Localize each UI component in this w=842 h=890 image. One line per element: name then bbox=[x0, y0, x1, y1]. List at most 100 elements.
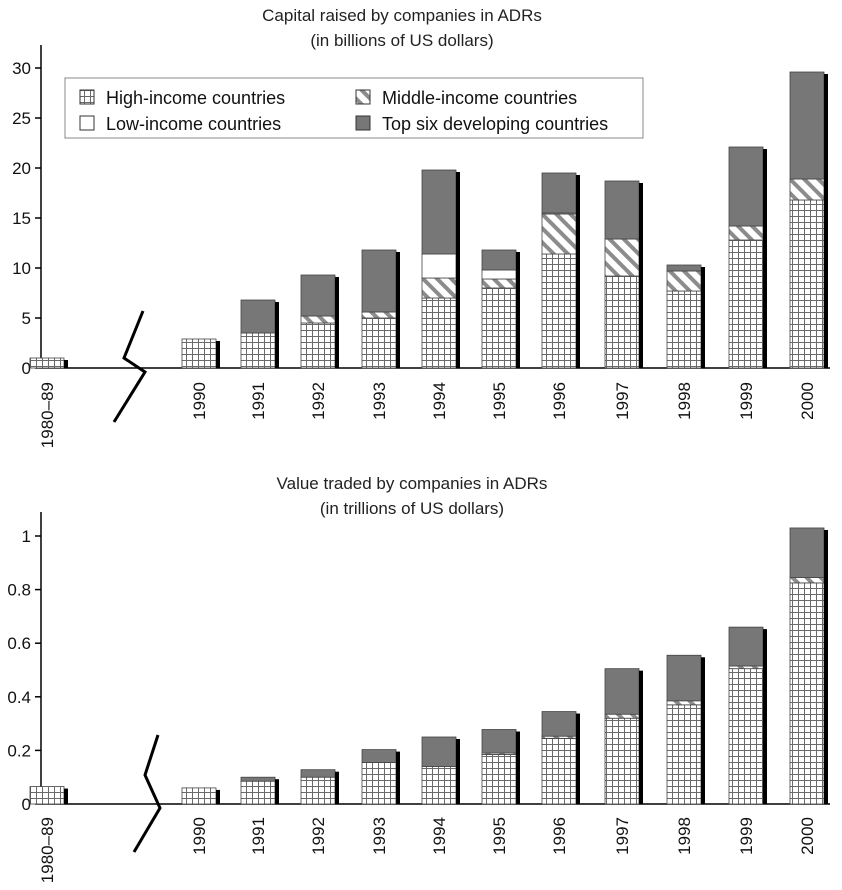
chart1-ytick-label: 10 bbox=[12, 259, 31, 278]
chart1-plot: 0 5 10 15 20 25 30 1980–89 1990 1991 1992 1993 1994 1… bbox=[12, 45, 830, 448]
chart2-ytick-label: 1 bbox=[22, 527, 31, 546]
chart2-bar-shadow bbox=[275, 779, 279, 804]
chart2-xtick-label: 1991 bbox=[249, 817, 268, 855]
chart1-bar-shadow bbox=[396, 252, 400, 368]
chart1-xtick-label: 1993 bbox=[370, 382, 389, 420]
chart2-bar-top-six bbox=[421, 736, 457, 767]
chart2-xtick-label: 1980–89 bbox=[38, 817, 57, 883]
chart2-xtick-label: 1999 bbox=[737, 817, 756, 855]
chart2-title: Value traded by companies in ADRs bbox=[277, 474, 548, 493]
chart2-bar-shadow bbox=[639, 670, 643, 804]
chart2-bar-high-income bbox=[481, 754, 517, 805]
legend-swatch-low-income bbox=[79, 115, 95, 131]
chart1-bar-middle-income bbox=[728, 225, 764, 241]
chart2-bar-shadow bbox=[824, 529, 828, 804]
chart1-xtick-label: 1991 bbox=[249, 382, 268, 420]
chart1-bar-middle-income bbox=[666, 270, 702, 292]
chart2-bar-shadow bbox=[701, 657, 705, 804]
chart2-bar-high-income bbox=[240, 780, 276, 805]
chart1-bar-shadow bbox=[275, 302, 279, 368]
chart2-xtick-label: 2000 bbox=[798, 817, 817, 855]
chart1-bar-shadow bbox=[824, 74, 828, 368]
legend-label-low-income: Low-income countries bbox=[106, 114, 281, 134]
chart1-ytick-label: 0 bbox=[22, 359, 31, 378]
chart2-plot: 0 0.2 0.4 0.6 0.8 1 1980–89 1990 1991 1992 1993 199… bbox=[7, 512, 830, 883]
chart1-bar-middle-income bbox=[361, 311, 397, 319]
chart1-bar-high-income bbox=[240, 332, 276, 369]
chart1-bar-middle-income bbox=[481, 278, 517, 289]
chart1-bar-high-income bbox=[541, 253, 577, 369]
legend-swatch-top-six bbox=[355, 115, 371, 131]
chart1-xtick-label: 1980–89 bbox=[38, 382, 57, 448]
chart1-bar-high-income bbox=[666, 290, 702, 369]
chart1-legend: High-income countries Middle-income coun… bbox=[64, 77, 644, 139]
chart1-bar-top-six bbox=[604, 180, 640, 240]
chart1-ytick-label: 30 bbox=[12, 59, 31, 78]
chart1-bar-shadow bbox=[701, 267, 705, 368]
chart1-bar-high-income bbox=[481, 287, 517, 369]
chart1-bar-high-income bbox=[421, 297, 457, 369]
chart1-xtick-label: 1998 bbox=[675, 382, 694, 420]
chart2-bar-top-six bbox=[361, 749, 397, 763]
chart2-ytick-label: 0 bbox=[22, 795, 31, 814]
chart2-bar-high-income bbox=[421, 766, 457, 805]
chart2-bar-high-income bbox=[789, 582, 825, 805]
chart1-bar-shadow bbox=[516, 252, 520, 368]
chart2-ytick-label: 0.8 bbox=[7, 581, 31, 600]
chart2-bar-top-six bbox=[300, 769, 336, 778]
chart2-bar-middle-income bbox=[728, 665, 764, 670]
chart1-bar-top-six bbox=[240, 299, 276, 334]
chart2-bar-high-income bbox=[361, 762, 397, 805]
chart1-xtick-label: 2000 bbox=[798, 382, 817, 420]
chart2-xtick-label: 1994 bbox=[430, 817, 449, 855]
legend-label-high-income: High-income countries bbox=[106, 88, 285, 108]
chart2-bar-top-six bbox=[604, 668, 640, 715]
chart1-bar-high-income bbox=[361, 317, 397, 369]
chart2-xtick-label: 1993 bbox=[370, 817, 389, 855]
chart1-bar-top-six bbox=[666, 264, 702, 272]
chart2-subtitle: (in trillions of US dollars) bbox=[320, 499, 504, 518]
chart1-bar-high-income bbox=[728, 239, 764, 369]
chart2-bar-shadow bbox=[763, 629, 767, 804]
chart1-bar-shadow bbox=[639, 183, 643, 368]
chart2-bar-high-income bbox=[181, 787, 217, 805]
chart1-title: Capital raised by companies in ADRs bbox=[262, 6, 542, 25]
chart2-ytick-label: 0.6 bbox=[7, 634, 31, 653]
chart1-xtick-label: 1997 bbox=[613, 382, 632, 420]
chart1-xtick-label: 1999 bbox=[737, 382, 756, 420]
legend-swatch-high-income bbox=[79, 89, 95, 105]
chart2-bar-high-income bbox=[728, 668, 764, 805]
chart1-bar-low-income bbox=[481, 269, 517, 280]
chart1-ytick-label: 15 bbox=[12, 209, 31, 228]
chart2-axis-break bbox=[132, 734, 162, 853]
chart2-ytick-label: 0.4 bbox=[7, 688, 31, 707]
chart1-bar-top-six bbox=[481, 249, 517, 271]
chart2-bar-top-six bbox=[789, 527, 825, 578]
chart2-bar-shadow bbox=[396, 751, 400, 804]
chart1-bar-high-income bbox=[789, 199, 825, 369]
chart2-bar-shadow bbox=[64, 788, 68, 804]
chart1-bar-top-six bbox=[541, 172, 577, 214]
chart2-bar-high-income bbox=[541, 737, 577, 805]
chart1-bar-middle-income bbox=[604, 238, 640, 277]
chart1-bar-top-six bbox=[361, 249, 397, 313]
chart1-bar-shadow bbox=[216, 341, 220, 368]
chart1-bar-middle-income bbox=[300, 315, 336, 324]
chart1-bar-shadow bbox=[576, 175, 580, 368]
chart2-xtick-label: 1997 bbox=[613, 817, 632, 855]
chart1-bar-middle-income bbox=[421, 277, 457, 299]
chart1-bar-shadow bbox=[335, 277, 339, 368]
chart1-bar-middle-income bbox=[541, 213, 577, 255]
chart1-bar-top-six bbox=[728, 146, 764, 227]
chart1-bar-top-six bbox=[421, 169, 457, 255]
chart1-bar-high-income bbox=[604, 275, 640, 369]
chart1-xtick-label: 1996 bbox=[550, 382, 569, 420]
chart1-bar-shadow bbox=[64, 360, 68, 368]
chart1-xtick-label: 1990 bbox=[190, 382, 209, 420]
chart2-ytick-label: 0.2 bbox=[7, 741, 31, 760]
chart1-bar-top-six bbox=[300, 274, 336, 317]
chart1-bar-high-income bbox=[300, 322, 336, 369]
chart2-bar-shadow bbox=[516, 731, 520, 804]
